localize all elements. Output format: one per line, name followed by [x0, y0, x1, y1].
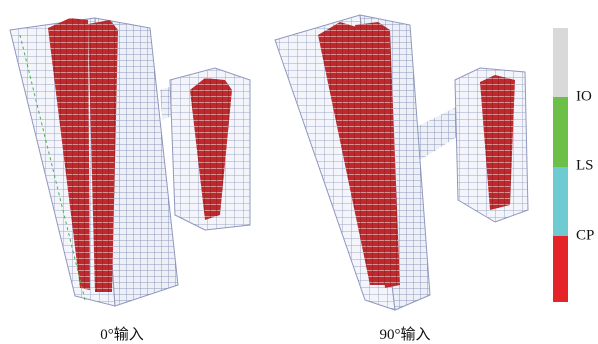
- legend-swatch: [553, 236, 568, 302]
- legend-swatch: [553, 167, 568, 236]
- model-90deg: [275, 15, 528, 310]
- model-0deg: [10, 18, 250, 306]
- figure: IO LS CP 0°输入 90°输入: [0, 0, 598, 344]
- legend-swatch: [553, 97, 568, 167]
- legend-label: IO: [576, 88, 592, 104]
- caption: 90°输入: [380, 326, 431, 343]
- legend-label: CP: [576, 227, 594, 243]
- legend: IO LS CP: [553, 28, 594, 302]
- legend-swatch: [553, 28, 568, 97]
- caption: 0°输入: [100, 326, 144, 343]
- legend-label: LS: [576, 157, 594, 173]
